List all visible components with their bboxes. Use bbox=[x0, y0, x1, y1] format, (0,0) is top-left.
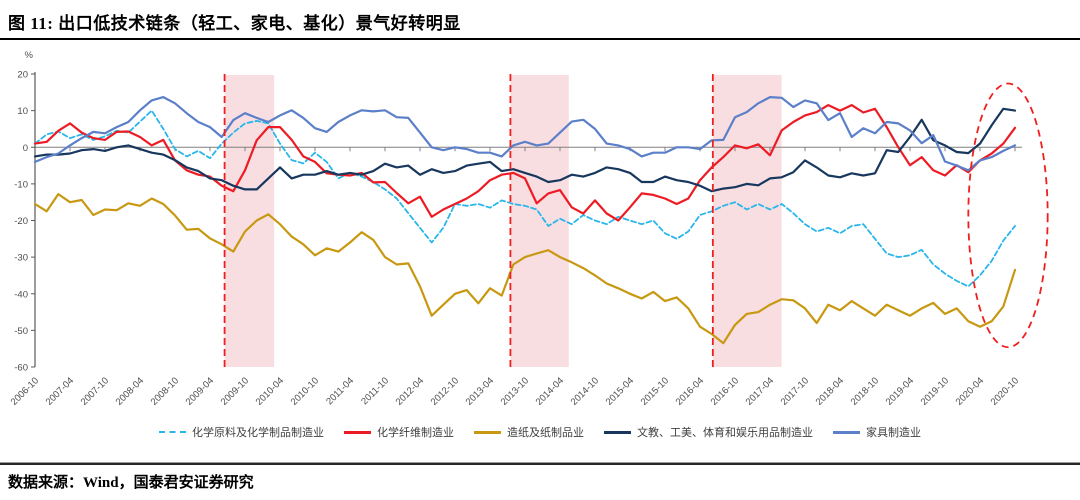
highlight-band bbox=[712, 75, 782, 367]
x-tick-label: 2014-10 bbox=[569, 375, 601, 407]
x-tick-label: 2007-10 bbox=[79, 375, 111, 407]
y-axis-unit-label: % bbox=[25, 50, 34, 61]
series-line bbox=[33, 107, 1017, 193]
footer-divider-light bbox=[0, 462, 1080, 463]
x-tick-label: 2020-10 bbox=[989, 375, 1021, 407]
x-tick-label: 2019-04 bbox=[884, 375, 916, 407]
x-tick-label: 2018-04 bbox=[814, 375, 846, 407]
highlight-band bbox=[510, 75, 569, 367]
y-tick-label: 10 bbox=[17, 106, 28, 117]
x-tick-label: 2007-04 bbox=[44, 375, 76, 407]
x-tick-label: 2012-10 bbox=[429, 375, 461, 407]
x-tick-label: 2019-10 bbox=[919, 375, 951, 407]
figure-title: 图 11: 出口低技术链条（轻工、家电、基化）景气好转明显 bbox=[8, 14, 461, 33]
x-tick-label: 2011-10 bbox=[359, 375, 391, 407]
series-line bbox=[33, 193, 1017, 345]
legend-item: 文教、工美、体育和娱乐用品制造业 bbox=[604, 424, 813, 440]
chart-area: 20 10 0 -10 -20 -30 -40 -50 -60% 2006-10 2007-04 20… bbox=[0, 40, 1080, 422]
legend-line-marker bbox=[604, 430, 631, 434]
legend-label: 化学原料及化学制品制造业 bbox=[192, 427, 324, 439]
x-tick-label: 2009-10 bbox=[219, 375, 251, 407]
x-tick-label: 2012-04 bbox=[394, 375, 426, 407]
series-line bbox=[33, 95, 1017, 172]
x-tick-label: 2020-04 bbox=[954, 375, 986, 407]
x-tick-label: 2016-04 bbox=[674, 375, 706, 407]
data-source: 数据来源：Wind，国泰君安证券研究 bbox=[8, 475, 254, 491]
legend-label: 造纸及纸制品业 bbox=[507, 427, 584, 439]
highlight-ellipse bbox=[967, 82, 1049, 349]
x-tick-label: 2011-04 bbox=[324, 375, 356, 407]
y-tick-label: -10 bbox=[14, 179, 28, 190]
x-tick-label: 2017-04 bbox=[744, 375, 776, 407]
legend-item: 家具制造业 bbox=[833, 424, 921, 440]
x-tick-label: 2017-10 bbox=[779, 375, 811, 407]
x-tick-label: 2008-04 bbox=[114, 375, 146, 407]
x-tick-label: 2016-10 bbox=[709, 375, 741, 407]
legend-item: 化学原料及化学制品制造业 bbox=[159, 424, 324, 440]
legend-item: 化学纤维制造业 bbox=[344, 424, 454, 440]
x-tick-label: 2008-10 bbox=[149, 375, 181, 407]
title-divider bbox=[0, 38, 1080, 40]
legend-line-marker bbox=[159, 431, 186, 433]
x-tick-label: 2009-04 bbox=[184, 375, 216, 407]
legend-item: 造纸及纸制品业 bbox=[474, 424, 584, 440]
legend-line-marker bbox=[833, 430, 860, 434]
y-tick-label: -20 bbox=[14, 216, 28, 227]
y-tick-label: -50 bbox=[14, 326, 28, 337]
legend-label: 家具制造业 bbox=[866, 427, 921, 439]
y-tick-label: 20 bbox=[17, 70, 28, 81]
series-line bbox=[34, 109, 1016, 288]
x-tick-label: 2010-10 bbox=[289, 375, 321, 407]
x-tick-label: 2010-04 bbox=[254, 375, 286, 407]
x-tick-label: 2006-10 bbox=[9, 375, 41, 407]
chart-legend: 化学原料及化学制品制造业 化学纤维制造业 造纸及纸制品业 文教、工美、体育和娱乐用品制… bbox=[0, 424, 1080, 440]
x-tick-label: 2015-04 bbox=[604, 375, 636, 407]
x-tick-label: 2015-10 bbox=[639, 375, 671, 407]
footer-divider bbox=[0, 463, 1080, 465]
y-tick-label: 0 bbox=[23, 143, 28, 154]
legend-label: 文教、工美、体育和娱乐用品制造业 bbox=[637, 427, 813, 439]
x-tick-label: 2013-10 bbox=[499, 375, 531, 407]
legend-line-marker bbox=[474, 430, 501, 434]
y-tick-label: -30 bbox=[14, 253, 28, 264]
highlight-band bbox=[224, 75, 275, 367]
legend-label: 化学纤维制造业 bbox=[377, 427, 454, 439]
x-tick-label: 2014-04 bbox=[534, 375, 566, 407]
y-tick-label: -40 bbox=[14, 289, 28, 300]
series-line bbox=[33, 103, 1017, 222]
x-tick-label: 2013-04 bbox=[464, 375, 496, 407]
legend-line-marker bbox=[344, 430, 371, 434]
x-tick-label: 2018-10 bbox=[849, 375, 881, 407]
y-tick-label: -60 bbox=[14, 363, 28, 374]
